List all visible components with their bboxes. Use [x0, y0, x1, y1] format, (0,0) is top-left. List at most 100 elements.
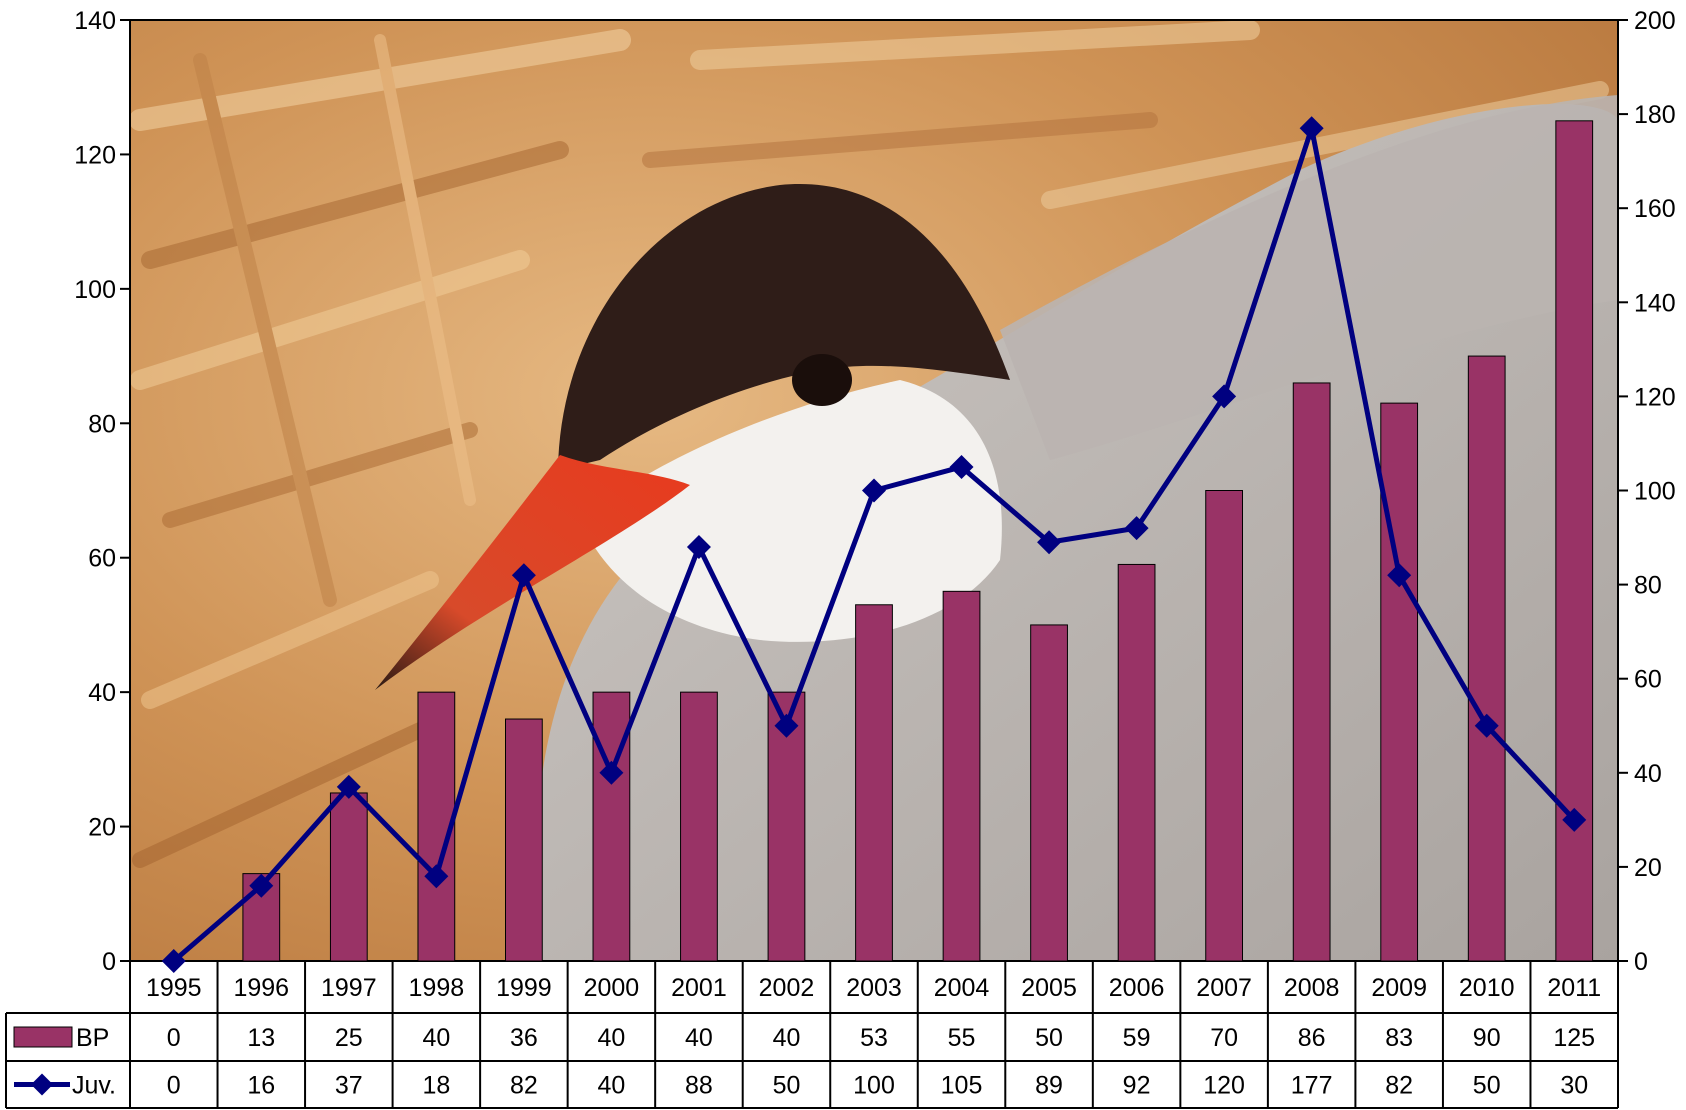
cell-bp-2008: 86: [1298, 1024, 1326, 1052]
y-right-tick-180: 180: [1634, 101, 1676, 129]
bar-bp-2009: [1380, 402, 1419, 962]
bar-bp-1997: [329, 792, 368, 962]
bar-bp-2004: [942, 590, 981, 962]
cell-bp-2011: 125: [1553, 1024, 1595, 1052]
cell-bp-1999: 36: [510, 1024, 538, 1052]
y-right-tick-160: 160: [1634, 195, 1676, 223]
cell-juv-2008: 177: [1291, 1072, 1333, 1100]
point-juv-1996: [249, 873, 274, 898]
cell-bp-1998: 40: [422, 1024, 450, 1052]
bp-bars: [242, 120, 1594, 962]
x-tick-2006: 2006: [1109, 974, 1165, 1002]
cell-juv-2011: 30: [1560, 1072, 1588, 1100]
x-tick-1996: 1996: [233, 974, 289, 1002]
bar-bp-2003: [855, 604, 893, 962]
cell-juv-1997: 37: [335, 1072, 363, 1100]
point-juv-2000: [599, 760, 624, 785]
legend-label-juv: Juv.: [72, 1072, 116, 1100]
cell-bp-2003: 53: [860, 1024, 888, 1052]
cell-juv-1995: 0: [167, 1072, 181, 1100]
x-tick-2011: 2011: [1547, 974, 1601, 1002]
y-left-tick-80: 80: [88, 410, 116, 438]
cell-juv-2000: 40: [598, 1072, 626, 1100]
axes: 0 20 40 60 80 100 120 140 0 20 40 60 80 100 120 140 160 1…: [74, 7, 1675, 976]
x-tick-2007: 2007: [1196, 974, 1252, 1002]
cell-juv-1999: 82: [510, 1072, 538, 1100]
cell-bp-2006: 59: [1123, 1024, 1151, 1052]
cell-juv-1998: 18: [422, 1072, 450, 1100]
y-left-tick-20: 20: [88, 814, 116, 842]
x-tick-2008: 2008: [1284, 974, 1340, 1002]
point-juv-2011: [1562, 807, 1587, 832]
x-tick-2003: 2003: [846, 974, 902, 1002]
point-juv-2002: [774, 713, 799, 738]
y-right-tick-20: 20: [1634, 854, 1662, 882]
bar-bp-2005: [1030, 624, 1068, 962]
y-left-tick-120: 120: [74, 141, 116, 169]
x-tick-1997: 1997: [321, 974, 377, 1002]
y-right-tick-200: 200: [1634, 7, 1676, 35]
y-right-tick-120: 120: [1634, 383, 1676, 411]
point-juv-2001: [686, 534, 711, 559]
y-left-tick-100: 100: [74, 276, 116, 304]
cell-bp-2005: 50: [1035, 1024, 1063, 1052]
y-right-tick-80: 80: [1634, 572, 1662, 600]
y-left-tick-140: 140: [74, 7, 116, 35]
cell-juv-2005: 89: [1035, 1072, 1063, 1100]
bar-bp-2010: [1467, 355, 1506, 962]
cell-juv-2007: 120: [1203, 1072, 1245, 1100]
bar-bp-2007: [1205, 490, 1243, 962]
x-tick-2010: 2010: [1459, 974, 1515, 1002]
cell-juv-2002: 50: [773, 1072, 801, 1100]
cell-juv-2009: 82: [1385, 1072, 1413, 1100]
x-tick-2004: 2004: [934, 974, 990, 1002]
point-juv-2006: [1124, 516, 1149, 541]
y-right-tick-60: 60: [1634, 666, 1662, 694]
x-tick-1995: 1995: [146, 974, 202, 1002]
bar-bp-2011: [1555, 120, 1594, 962]
data-table: 1995 1996 1997 1998 1999 2000 2001 2002 2003 2004…: [5, 961, 1619, 1109]
bar-bp-1998: [417, 691, 456, 962]
x-tick-2000: 2000: [584, 974, 640, 1002]
x-tick-2005: 2005: [1021, 974, 1077, 1002]
bar-bp-2008: [1292, 382, 1331, 962]
cell-bp-2001: 40: [685, 1024, 713, 1052]
point-juv-2007: [1212, 384, 1237, 409]
y-right-tick-140: 140: [1634, 289, 1676, 317]
point-juv-2005: [1037, 530, 1062, 555]
cell-juv-2001: 88: [685, 1072, 713, 1100]
y-left-tick-0: 0: [102, 948, 116, 976]
cell-juv-2004: 105: [941, 1072, 983, 1100]
cell-bp-1997: 25: [335, 1024, 363, 1052]
juv-line: [161, 116, 1587, 973]
point-juv-1999: [511, 563, 536, 588]
x-tick-2009: 2009: [1371, 974, 1427, 1002]
point-juv-1997: [336, 774, 361, 799]
bar-bp-2000: [592, 691, 631, 962]
cell-juv-2003: 100: [853, 1072, 895, 1100]
legend-label-bp: BP: [76, 1024, 109, 1052]
bar-bp-2001: [680, 691, 718, 962]
cell-bp-2002: 40: [773, 1024, 801, 1052]
cell-bp-1995: 0: [167, 1024, 181, 1052]
y-right-tick-100: 100: [1634, 478, 1676, 506]
y-right-tick-0: 0: [1634, 948, 1648, 976]
point-juv-2004: [949, 454, 974, 479]
legend-swatch-bp: [13, 1026, 73, 1048]
cell-bp-2009: 83: [1385, 1024, 1413, 1052]
point-juv-1998: [424, 864, 449, 889]
cell-bp-2010: 90: [1473, 1024, 1501, 1052]
y-left-tick-40: 40: [88, 679, 116, 707]
point-juv-2009: [1387, 563, 1412, 588]
cell-bp-2000: 40: [598, 1024, 626, 1052]
x-tick-1999: 1999: [496, 974, 552, 1002]
cell-juv-2006: 92: [1123, 1072, 1151, 1100]
bar-bp-2006: [1117, 563, 1156, 962]
x-tick-1998: 1998: [409, 974, 465, 1002]
cell-juv-2010: 50: [1473, 1072, 1501, 1100]
cell-bp-2007: 70: [1210, 1024, 1238, 1052]
point-juv-2003: [862, 478, 886, 503]
point-juv-2010: [1474, 713, 1499, 738]
cell-bp-2004: 55: [948, 1024, 976, 1052]
